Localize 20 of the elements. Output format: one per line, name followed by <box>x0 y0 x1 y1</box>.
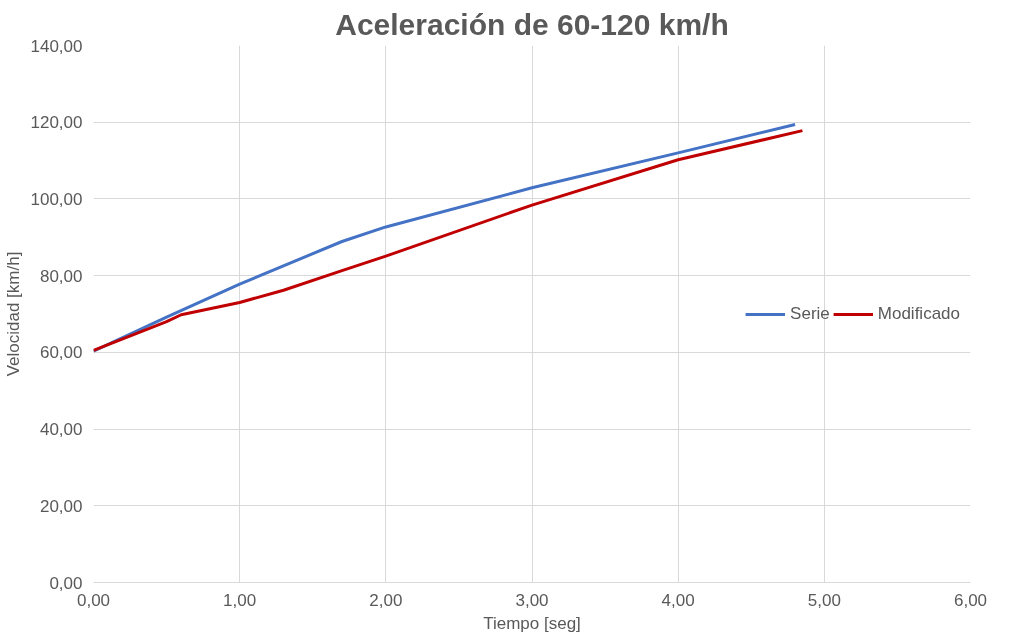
y-tick-label: 80,00 <box>39 266 83 286</box>
x-tick-label: 6,00 <box>953 590 988 610</box>
legend-label: Modificado <box>877 303 960 324</box>
y-tick-label: 60,00 <box>39 343 83 363</box>
y-tick-label: 40,00 <box>39 420 83 440</box>
y-tick-label: 20,00 <box>39 496 83 516</box>
y-tick-label: 140,00 <box>30 36 83 56</box>
chart-title: Aceleración de 60-120 km/h <box>335 7 729 41</box>
y-tick-label: 0,00 <box>49 573 83 593</box>
y-axis-title: Velocidad [km/h] <box>3 251 23 377</box>
x-tick-label: 4,00 <box>661 590 695 610</box>
x-tick-label: 0,00 <box>76 590 111 610</box>
x-tick-label: 5,00 <box>807 590 841 610</box>
y-tick-label: 120,00 <box>30 113 83 133</box>
x-tick-label: 3,00 <box>515 590 549 610</box>
y-tick-label: 100,00 <box>30 189 83 209</box>
legend-label: Serie <box>790 303 830 324</box>
x-tick-label: 2,00 <box>369 590 403 610</box>
x-tick-label: 1,00 <box>223 590 257 610</box>
x-axis-title: Tiempo [seg] <box>483 613 581 633</box>
